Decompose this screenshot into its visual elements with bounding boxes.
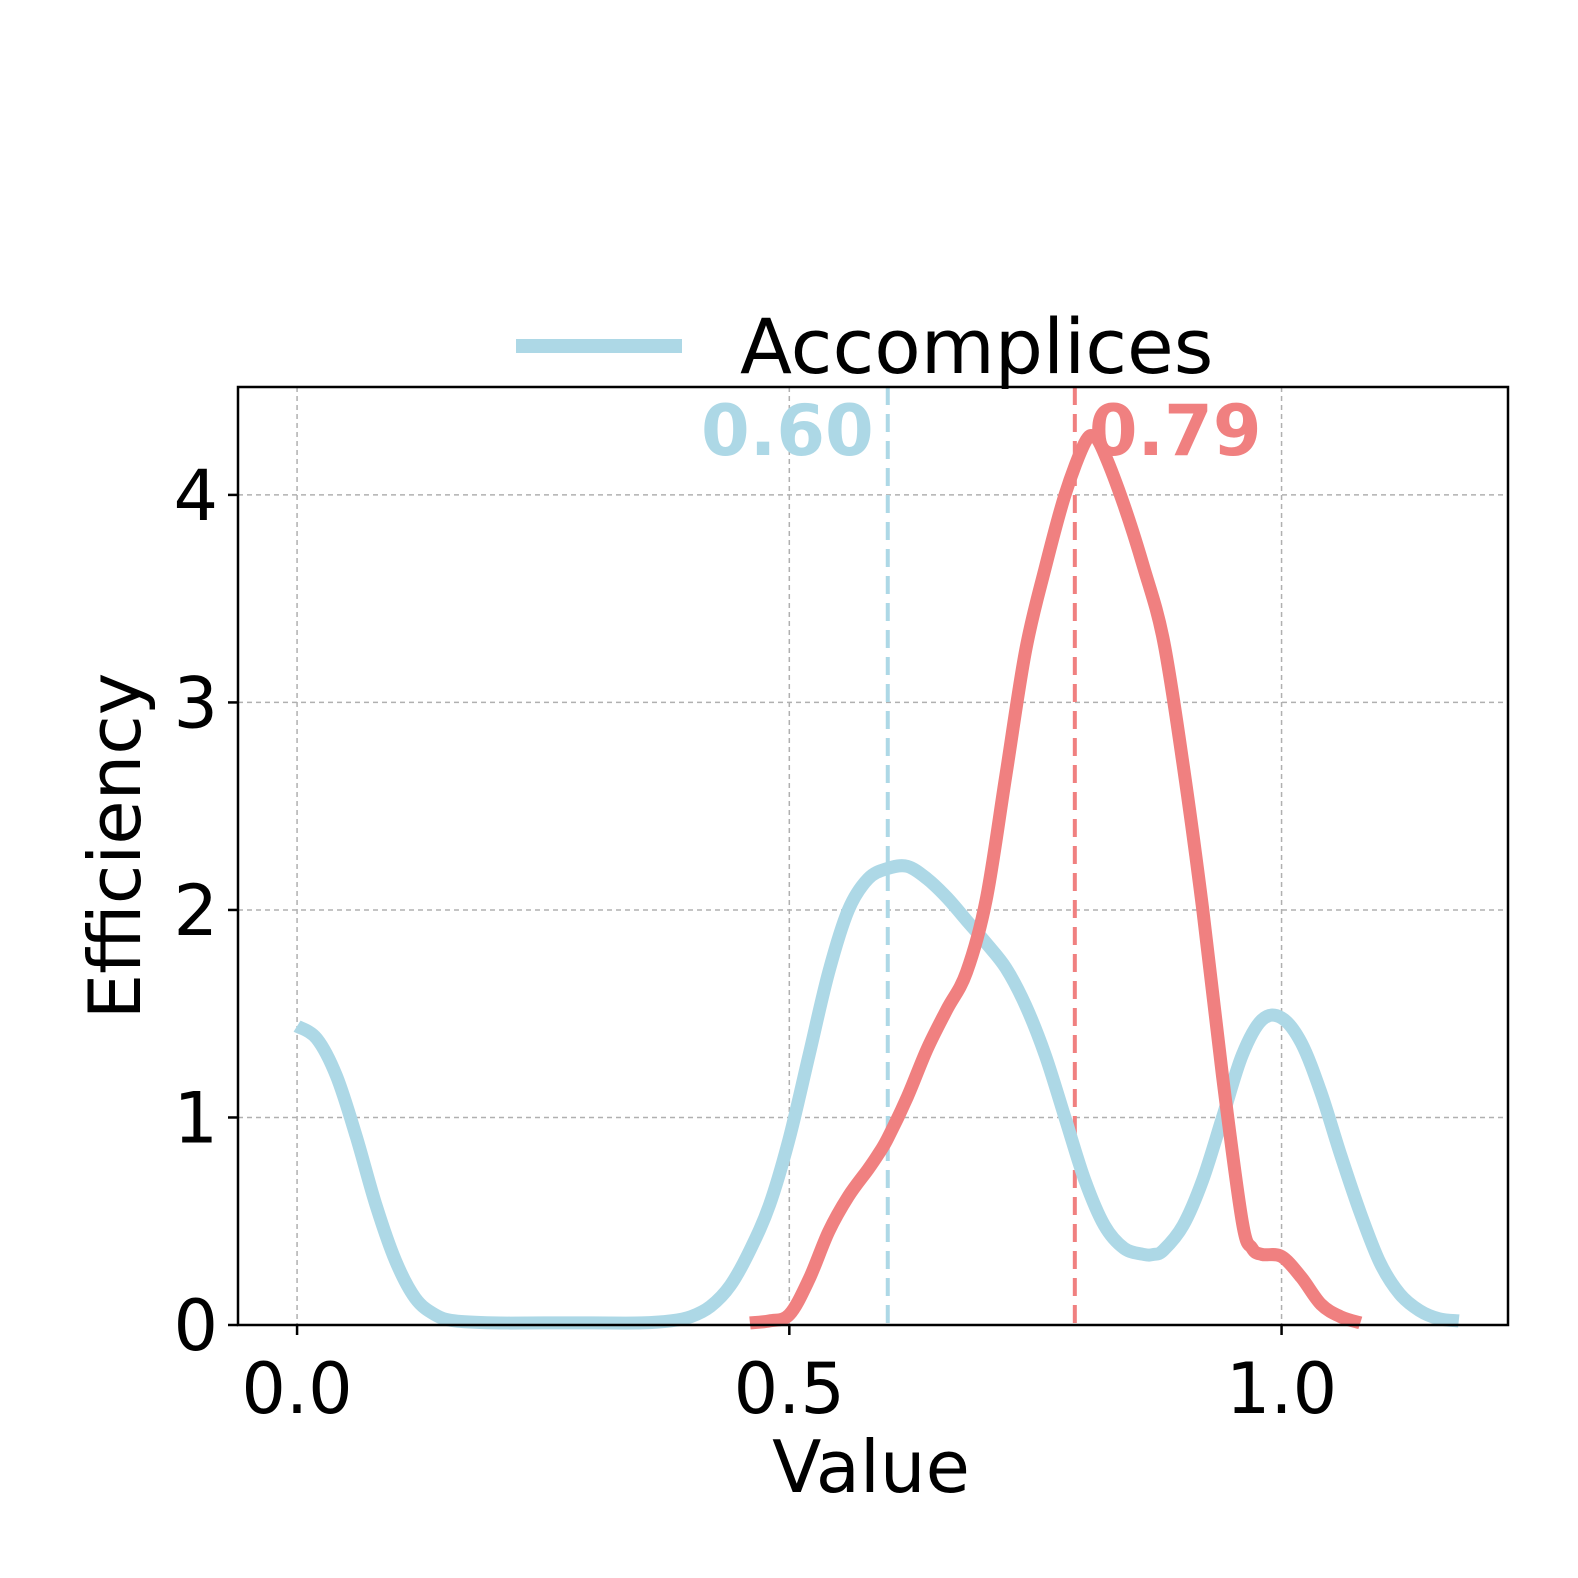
mean-labels: 0.60 0.79 [701,390,1261,472]
legend-label-accomplices: Accomplices [740,302,1213,391]
x-tick-label-1: 0.5 [734,1348,845,1430]
legend: Accomplices [516,302,1213,391]
y-tick-label-0: 0 [173,1285,218,1367]
series-line-0 [293,859,1460,1330]
ticks: 0.0 0.5 1.0 0 1 2 3 4 [173,455,1337,1430]
series [293,429,1460,1330]
mean-label-1: 0.79 [1089,390,1262,472]
series-line-1 [749,429,1363,1330]
y-axis-label: Efficiency [73,673,157,1020]
mean-label-0: 0.60 [701,390,874,472]
y-tick-label-1: 1 [173,1077,218,1159]
x-axis-label: Value [772,1425,970,1509]
x-tick-label-0: 0.0 [241,1348,352,1430]
grid [238,387,1508,1326]
x-tick-label-2: 1.0 [1226,1348,1337,1430]
y-tick-label-2: 2 [173,870,218,952]
y-tick-label-3: 3 [173,662,218,744]
mean-lines [885,387,1077,1325]
plot-frame [236,385,1510,1327]
y-tick-label-4: 4 [173,455,218,537]
